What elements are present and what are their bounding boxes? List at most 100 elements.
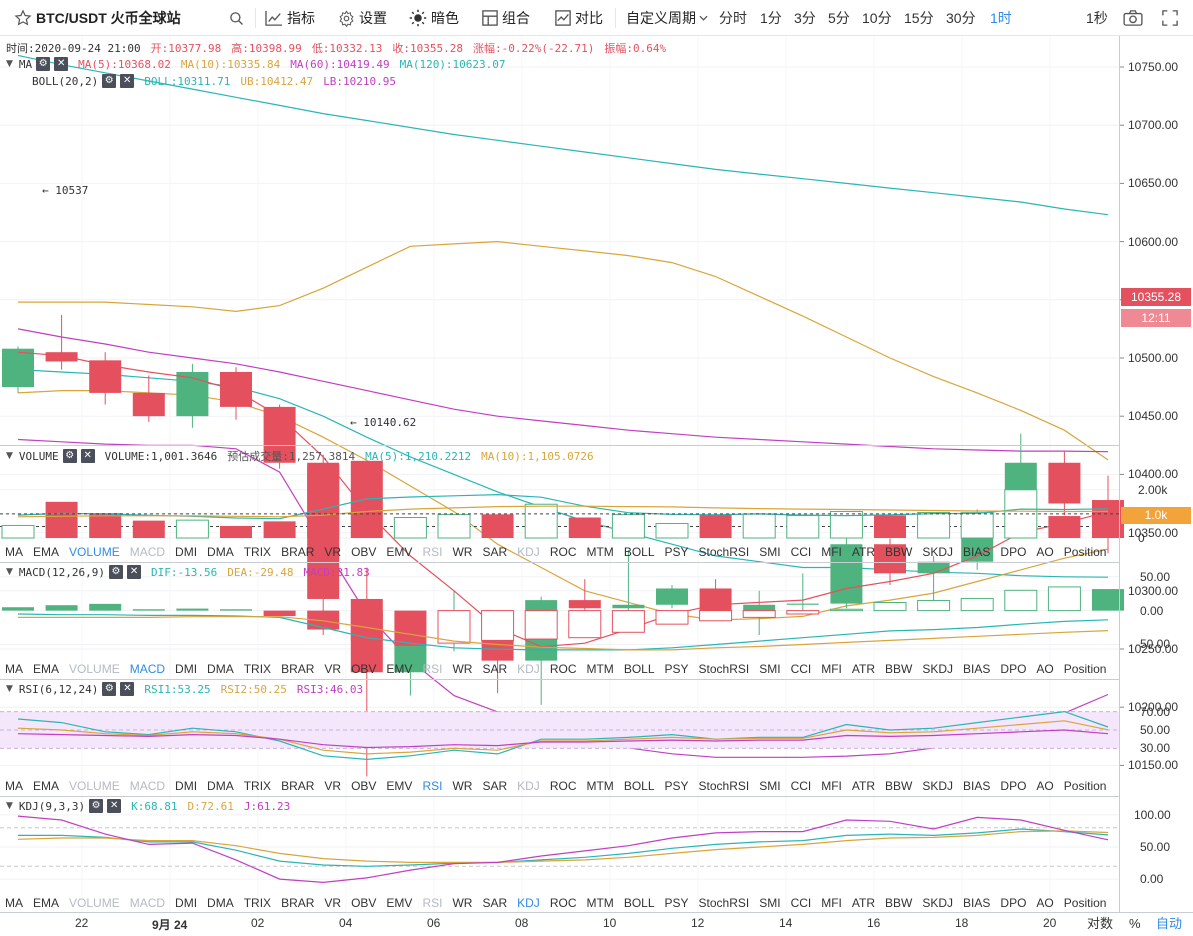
indicator-tab-volume[interactable]: VOLUME: [69, 545, 120, 559]
fullscreen-button[interactable]: [1162, 0, 1178, 36]
indicator-tab-roc[interactable]: ROC: [549, 662, 577, 676]
indicator-tab-brar[interactable]: BRAR: [281, 896, 315, 910]
indicator-tab-brar[interactable]: BRAR: [281, 545, 315, 559]
indicator-tab-wr[interactable]: WR: [452, 779, 473, 793]
indicator-tab-dmi[interactable]: DMI: [175, 896, 198, 910]
symbol-search-button[interactable]: [229, 0, 244, 36]
indicator-tab-vr[interactable]: VR: [324, 662, 342, 676]
rsi-close-icon[interactable]: ✕: [120, 682, 135, 696]
indicator-tab-emv[interactable]: EMV: [386, 779, 413, 793]
indicator-tab-vr[interactable]: VR: [324, 896, 342, 910]
indicator-tab-atr[interactable]: ATR: [851, 779, 876, 793]
indicator-tab-dmi[interactable]: DMI: [175, 662, 198, 676]
indicator-tab-psy[interactable]: PSY: [664, 779, 689, 793]
indicator-tab-position[interactable]: Position: [1063, 662, 1107, 676]
indicator-tab-ma[interactable]: MA: [5, 545, 23, 559]
indicator-tab-roc[interactable]: ROC: [549, 779, 577, 793]
indicator-tab-sar[interactable]: SAR: [482, 896, 508, 910]
indicator-tab-kdj[interactable]: KDJ: [517, 545, 540, 559]
indicator-tab-volume[interactable]: VOLUME: [69, 662, 120, 676]
indicator-tab-kdj[interactable]: KDJ: [517, 662, 540, 676]
indicator-tab-ema[interactable]: EMA: [33, 779, 60, 793]
period-timeshare[interactable]: 分时: [719, 10, 747, 26]
period-10m[interactable]: 10分: [862, 10, 892, 26]
ma-close-icon[interactable]: ✕: [54, 57, 69, 71]
indicator-tab-stochrsi[interactable]: StochRSI: [698, 896, 750, 910]
indicator-tab-dmi[interactable]: DMI: [175, 545, 198, 559]
ma-settings-icon[interactable]: ⚙: [36, 57, 51, 71]
indicator-tab-rsi[interactable]: RSI: [422, 545, 443, 559]
indicator-tab-mfi[interactable]: MFI: [821, 662, 842, 676]
indicator-tab-brar[interactable]: BRAR: [281, 779, 315, 793]
screenshot-button[interactable]: [1123, 0, 1143, 36]
period-30m[interactable]: 30分: [946, 10, 976, 26]
indicator-tab-cci[interactable]: CCI: [790, 662, 812, 676]
indicator-tab-roc[interactable]: ROC: [549, 896, 577, 910]
indicator-tab-skdj[interactable]: SKDJ: [922, 896, 954, 910]
indicator-tab-position[interactable]: Position: [1063, 545, 1107, 559]
indicator-tab-mtm[interactable]: MTM: [586, 896, 614, 910]
indicator-tab-dpo[interactable]: DPO: [1000, 545, 1027, 559]
period-15m[interactable]: 15分: [904, 10, 934, 26]
indicator-tab-macd[interactable]: MACD: [129, 779, 166, 793]
indicator-tab-ema[interactable]: EMA: [33, 662, 60, 676]
theme-button[interactable]: 暗色: [409, 0, 459, 36]
indicator-tab-vr[interactable]: VR: [324, 779, 342, 793]
indicator-tab-rsi[interactable]: RSI: [422, 896, 443, 910]
indicator-tab-sar[interactable]: SAR: [482, 779, 508, 793]
indicator-tab-rsi[interactable]: RSI: [422, 662, 443, 676]
percent-scale-toggle[interactable]: %: [1129, 916, 1141, 931]
indicator-tab-skdj[interactable]: SKDJ: [922, 662, 954, 676]
indicator-tab-dpo[interactable]: DPO: [1000, 896, 1027, 910]
volume-close-icon[interactable]: ✕: [80, 449, 95, 463]
collapse-caret-icon[interactable]: ▼: [6, 567, 13, 577]
collapse-caret-icon[interactable]: ▼: [6, 801, 13, 811]
indicator-tab-smi[interactable]: SMI: [759, 662, 781, 676]
indicator-tab-rsi[interactable]: RSI: [422, 779, 443, 793]
indicator-tab-stochrsi[interactable]: StochRSI: [698, 779, 750, 793]
indicator-tab-psy[interactable]: PSY: [664, 662, 689, 676]
indicator-tab-bbw[interactable]: BBW: [885, 779, 913, 793]
indicator-tab-sar[interactable]: SAR: [482, 662, 508, 676]
indicator-tab-brar[interactable]: BRAR: [281, 662, 315, 676]
indicator-tab-smi[interactable]: SMI: [759, 779, 781, 793]
refresh-interval[interactable]: 1秒: [1086, 10, 1108, 26]
indicator-tab-sar[interactable]: SAR: [482, 545, 508, 559]
indicator-tab-psy[interactable]: PSY: [664, 545, 689, 559]
period-5m[interactable]: 5分: [828, 10, 850, 26]
indicator-tab-bbw[interactable]: BBW: [885, 545, 913, 559]
indicator-tab-mtm[interactable]: MTM: [586, 779, 614, 793]
macd-close-icon[interactable]: ✕: [127, 565, 142, 579]
indicator-tab-position[interactable]: Position: [1063, 896, 1107, 910]
indicator-tab-ma[interactable]: MA: [5, 896, 23, 910]
compare-button[interactable]: 对比: [555, 0, 603, 36]
indicator-tab-psy[interactable]: PSY: [664, 896, 689, 910]
kdj-close-icon[interactable]: ✕: [107, 799, 122, 813]
indicator-tab-smi[interactable]: SMI: [759, 896, 781, 910]
indicator-tab-atr[interactable]: ATR: [851, 662, 876, 676]
indicators-button[interactable]: 指标: [265, 0, 315, 36]
indicator-tab-skdj[interactable]: SKDJ: [922, 779, 954, 793]
period-1m[interactable]: 1分: [760, 10, 782, 26]
volume-settings-icon[interactable]: ⚙: [62, 449, 77, 463]
indicator-tab-ma[interactable]: MA: [5, 662, 23, 676]
boll-settings-icon[interactable]: ⚙: [102, 74, 117, 88]
indicator-tab-wr[interactable]: WR: [452, 662, 473, 676]
indicator-tab-cci[interactable]: CCI: [790, 896, 812, 910]
indicator-tab-ao[interactable]: AO: [1036, 662, 1054, 676]
period-1h[interactable]: 1时: [990, 10, 1012, 26]
indicator-tab-bbw[interactable]: BBW: [885, 662, 913, 676]
indicator-tab-trix[interactable]: TRIX: [243, 779, 272, 793]
indicator-tab-cci[interactable]: CCI: [790, 779, 812, 793]
kdj-settings-icon[interactable]: ⚙: [89, 799, 104, 813]
indicator-tab-atr[interactable]: ATR: [851, 896, 876, 910]
indicator-tab-wr[interactable]: WR: [452, 896, 473, 910]
indicator-tab-macd[interactable]: MACD: [129, 662, 166, 676]
indicator-tab-ema[interactable]: EMA: [33, 545, 60, 559]
indicator-tab-vr[interactable]: VR: [324, 545, 342, 559]
indicator-tab-emv[interactable]: EMV: [386, 545, 413, 559]
collapse-caret-icon[interactable]: ▼: [6, 684, 13, 694]
indicator-tab-boll[interactable]: BOLL: [623, 662, 655, 676]
rsi-settings-icon[interactable]: ⚙: [102, 682, 117, 696]
indicator-tab-emv[interactable]: EMV: [386, 662, 413, 676]
